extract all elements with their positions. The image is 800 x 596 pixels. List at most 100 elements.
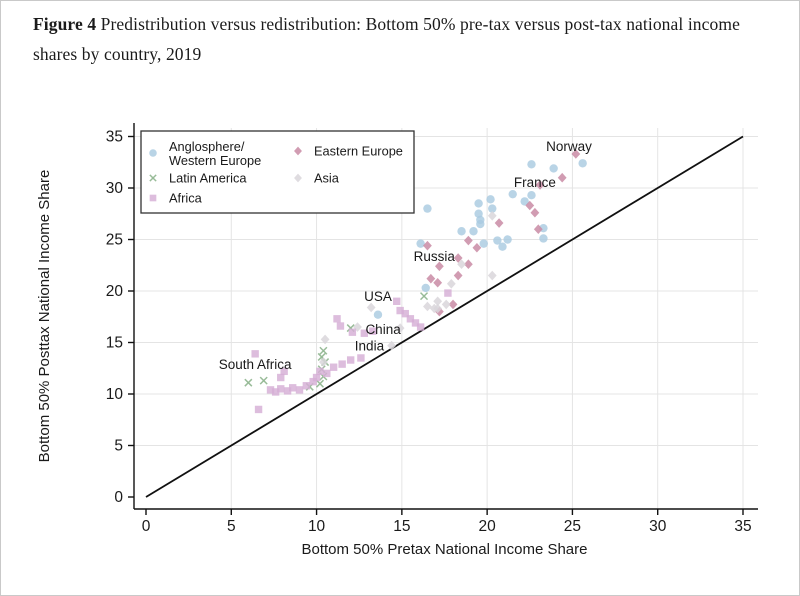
data-point [494, 218, 504, 228]
y-tick-label: 0 [114, 489, 123, 506]
data-point [244, 378, 253, 387]
data-point [149, 194, 157, 202]
x-stroke [419, 292, 429, 301]
country-label: France [514, 175, 556, 190]
data-point [487, 270, 497, 281]
data-point [387, 340, 397, 351]
data-point [508, 189, 517, 199]
series-africa [251, 289, 452, 414]
data-point [294, 146, 302, 156]
series-anglosphere-western-europe [373, 159, 587, 319]
data-point [373, 310, 383, 319]
data-point [283, 387, 292, 395]
data-point [446, 278, 456, 289]
x-stroke [317, 352, 326, 361]
data-point [457, 259, 466, 270]
data-point [463, 235, 473, 246]
data-point [571, 149, 581, 159]
legend-label: Eastern Europe [314, 144, 403, 159]
data-point [493, 236, 502, 245]
data-point [338, 360, 346, 368]
data-point [295, 386, 304, 394]
x-tick-label: 10 [308, 518, 326, 535]
data-point [323, 369, 331, 378]
data-point [578, 159, 587, 168]
data-point [411, 319, 420, 327]
data-point [479, 239, 488, 248]
x-stroke [315, 379, 325, 388]
legend-label: Asia [314, 171, 340, 186]
data-point [457, 227, 466, 236]
data-point [149, 149, 157, 157]
data-point [433, 296, 443, 307]
scatter-plot: 0 5 10 15 20 25 30 35 0 5 10 15 20 25 30 35 Bottom 50% P… [36, 123, 758, 558]
data-point [448, 299, 458, 310]
data-point [421, 283, 430, 293]
data-point [316, 367, 324, 376]
data-point [259, 376, 268, 385]
country-label: China [365, 322, 401, 337]
data-point [266, 386, 275, 394]
data-point [525, 200, 535, 211]
data-point [463, 259, 473, 270]
country-label: South Africa [219, 357, 292, 372]
legend-item-eastern-europe: Eastern Europe [294, 144, 403, 159]
legend-item-anglosphere-western-europe: Anglosphere/Western Europe [149, 139, 261, 168]
x-stroke [149, 174, 157, 182]
data-point [441, 299, 451, 310]
reference-diagonal-line [145, 135, 744, 498]
data-point [416, 239, 425, 248]
data-point [277, 385, 285, 393]
data-point [149, 174, 157, 182]
data-point [426, 273, 436, 284]
data-point [396, 306, 404, 315]
data-point [320, 334, 330, 345]
data-point [423, 301, 432, 312]
data-point [302, 382, 311, 390]
x-tick-label: 5 [227, 518, 236, 535]
data-point [423, 240, 432, 251]
data-point [369, 327, 377, 335]
y-tick-label: 15 [106, 335, 123, 352]
legend: Anglosphere/Western Europe Latin America A… [140, 130, 415, 214]
x-tick-label: 0 [142, 518, 151, 535]
data-point [416, 323, 425, 331]
data-point [486, 195, 495, 204]
data-point [549, 164, 558, 173]
data-point [294, 173, 302, 183]
country-labels: Norway France Russia USA China India South Afr… [219, 139, 592, 372]
data-point [527, 160, 536, 169]
y-tick-label: 10 [106, 386, 124, 403]
data-point [271, 388, 280, 396]
x-stroke [346, 324, 355, 333]
data-point [346, 356, 355, 364]
data-point [434, 261, 444, 272]
series-asia [318, 211, 497, 367]
data-point [533, 224, 543, 234]
tick-marks: 0 5 10 15 20 25 30 35 0 5 10 15 20 25 30 35 [106, 129, 752, 536]
y-axis-label: Bottom 50% Posttax National Income Share [36, 170, 53, 463]
x-stroke [259, 376, 268, 385]
data-point [472, 242, 482, 253]
data-point [444, 289, 452, 297]
x-tick-label: 35 [734, 518, 751, 535]
data-point [406, 315, 415, 323]
data-point [254, 405, 263, 414]
x-stroke [319, 346, 328, 355]
data-point [280, 367, 288, 376]
figure-caption: Figure 4 Predistribution versus redistri… [33, 9, 781, 69]
x-tick-label: 30 [649, 518, 667, 535]
data-point [453, 253, 463, 263]
country-label: Norway [546, 139, 592, 154]
data-point [469, 227, 478, 236]
x-stroke [244, 378, 253, 387]
data-point [336, 322, 345, 330]
data-point [423, 204, 432, 213]
data-point [530, 207, 540, 218]
data-point [277, 373, 285, 382]
legend-box [140, 130, 415, 214]
data-point [309, 377, 317, 386]
data-point [357, 354, 365, 362]
data-point [360, 329, 369, 337]
legend-label: Western Europe [169, 153, 261, 168]
